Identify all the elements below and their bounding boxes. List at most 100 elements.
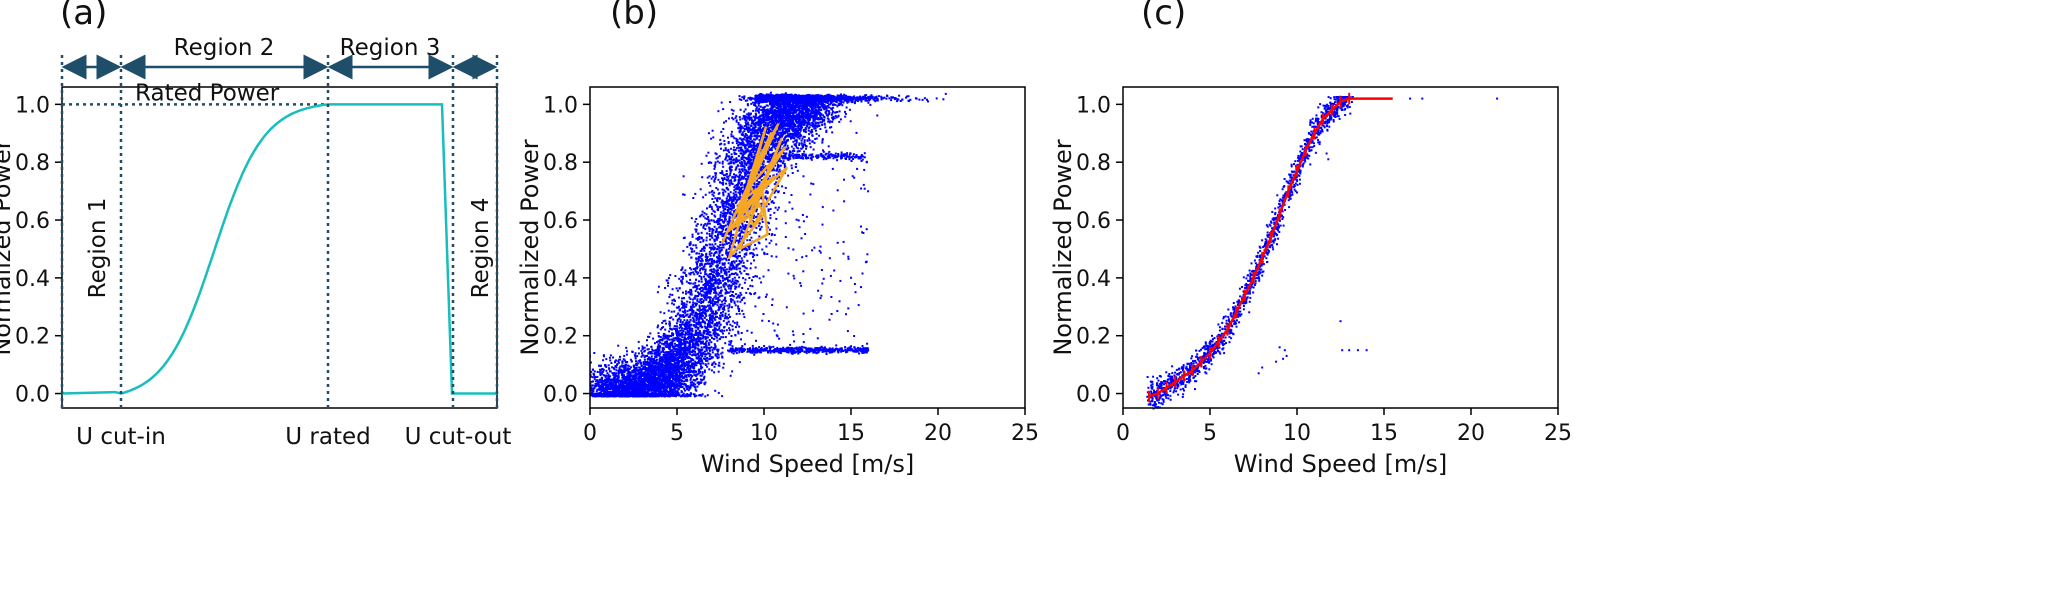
scatter-point — [703, 343, 706, 345]
scatter-point — [695, 228, 698, 231]
scatter-point — [673, 393, 676, 396]
scatter-point — [742, 127, 745, 130]
scatter-point — [798, 108, 801, 111]
scatter-point — [740, 272, 743, 275]
scatter-point — [683, 193, 686, 196]
scatter-point — [748, 292, 751, 295]
scatter-point — [769, 116, 772, 119]
scatter-point — [705, 318, 708, 321]
scatter-point — [586, 373, 588, 375]
scatter-point — [697, 331, 700, 334]
scatter-point — [777, 165, 780, 168]
scatter-point — [814, 125, 817, 128]
scatter-point — [769, 143, 772, 146]
scatter-point — [795, 146, 798, 149]
scatter-point — [606, 372, 609, 375]
scatter-point — [733, 300, 736, 303]
scatter-point — [753, 259, 755, 262]
scatter-point — [735, 140, 738, 142]
scatter-point — [799, 115, 801, 118]
scatter-point — [730, 268, 733, 271]
scatter-point — [728, 194, 731, 197]
scatter-point — [831, 131, 834, 134]
scatter-point — [730, 181, 733, 183]
scatter-point — [618, 367, 621, 370]
scatter-point — [672, 384, 675, 387]
scatter-point — [710, 356, 713, 359]
scatter-point — [728, 327, 731, 330]
scatter-point — [761, 248, 764, 251]
scatter-point — [656, 372, 659, 375]
scatter-point — [699, 264, 701, 267]
scatter-point — [586, 378, 588, 380]
scatter-point — [755, 107, 758, 110]
scatter-point — [795, 162, 798, 165]
scatter-point — [788, 125, 791, 128]
scatter-point — [808, 142, 811, 145]
scatter-point — [733, 267, 736, 270]
scatter-point — [714, 313, 717, 316]
scatter-point — [729, 235, 732, 238]
scatter-point — [677, 333, 680, 336]
scatter-point — [703, 305, 706, 308]
scatter-point — [809, 130, 812, 133]
scatter-point — [572, 379, 574, 381]
scatter-point — [729, 264, 732, 266]
scatter-point — [706, 294, 708, 297]
scatter-point — [734, 326, 737, 329]
scatter-point — [699, 316, 702, 319]
scatter-point — [696, 263, 698, 265]
scatter-point — [681, 281, 684, 284]
scatter-point — [645, 386, 648, 389]
scatter-point — [700, 326, 703, 329]
scatter-point — [704, 355, 707, 358]
scatter-point — [648, 358, 651, 360]
scatter-point — [739, 183, 742, 186]
scatter-point — [660, 390, 663, 393]
scatter-point — [655, 349, 658, 352]
scatter-point — [753, 353, 756, 356]
scatter-point — [736, 185, 739, 188]
scatter-point — [727, 175, 730, 178]
scatter-point — [715, 221, 718, 224]
scatter-point — [603, 374, 606, 377]
scatter-point — [634, 378, 636, 381]
scatter-point — [641, 345, 644, 348]
scatter-point — [704, 341, 707, 344]
scatter-point — [750, 98, 752, 101]
scatter-point — [754, 115, 757, 118]
scatter-point — [716, 323, 719, 326]
scatter-point — [702, 334, 704, 337]
scatter-point — [671, 360, 674, 362]
scatter-point — [602, 359, 605, 362]
scatter-point — [730, 130, 733, 133]
scatter-point — [734, 293, 737, 296]
scatter-point — [699, 352, 702, 355]
scatter-point — [744, 177, 747, 180]
scatter-point — [695, 261, 698, 264]
scatter-point — [768, 228, 771, 231]
scatter-point — [827, 120, 830, 123]
scatter-point — [688, 342, 691, 345]
scatter-point — [803, 116, 806, 118]
scatter-point — [676, 313, 679, 316]
scatter-point — [644, 363, 647, 366]
scatter-point — [707, 342, 710, 344]
scatter-point — [746, 99, 749, 102]
scatter-point — [811, 121, 814, 124]
scatter-point — [743, 138, 746, 141]
scatter-point — [821, 121, 823, 124]
scatter-point — [731, 236, 734, 239]
scatter-point — [801, 115, 804, 118]
scatter-point — [755, 247, 758, 250]
scatter-point — [725, 236, 728, 239]
scatter-point — [783, 104, 786, 107]
scatter-point — [707, 284, 709, 287]
scatter-point — [844, 115, 847, 118]
scatter-point — [705, 239, 708, 242]
scatter-point — [730, 240, 733, 242]
scatter-point — [682, 333, 685, 336]
scatter-point — [637, 340, 640, 343]
scatter-point — [744, 149, 747, 152]
